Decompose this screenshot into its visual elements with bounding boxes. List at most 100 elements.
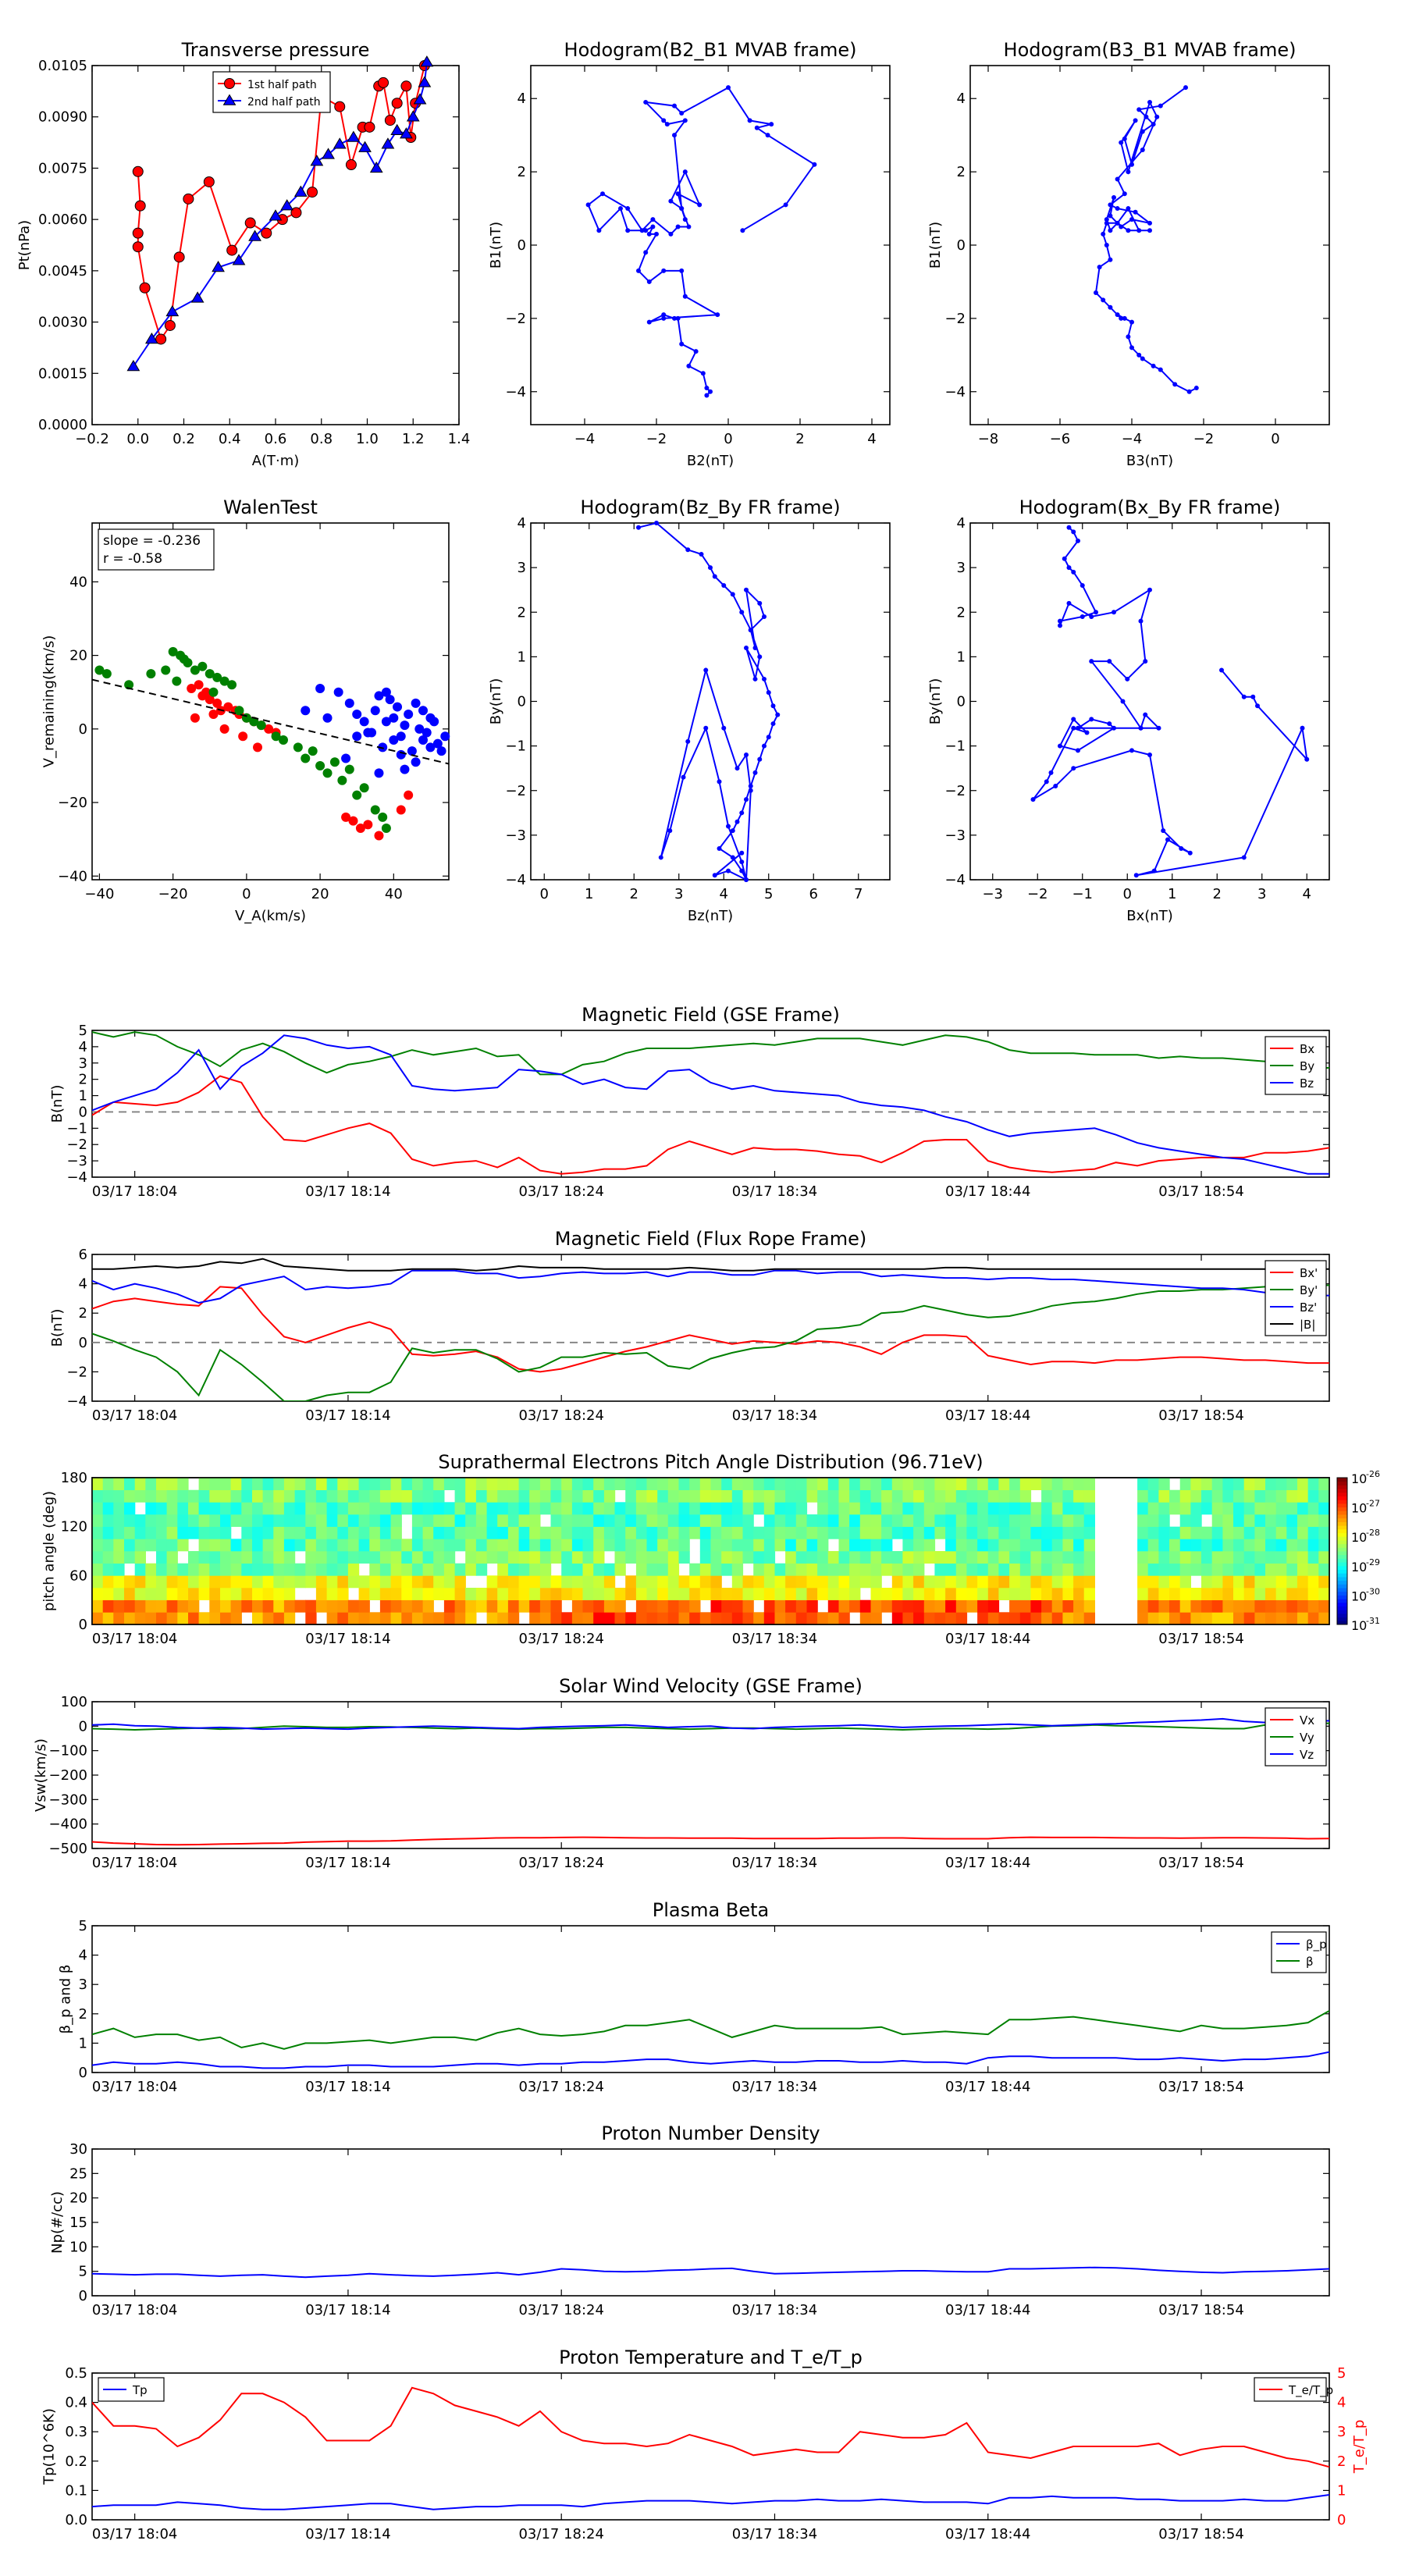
heatmap-cell xyxy=(945,1588,957,1600)
heatmap-cell xyxy=(785,1551,797,1564)
heatmap-cell xyxy=(369,1563,381,1576)
data-point xyxy=(1108,257,1113,262)
heatmap-cell xyxy=(710,1599,722,1613)
heatmap-cell xyxy=(102,1526,114,1539)
heatmap-cell xyxy=(977,1612,989,1625)
heatmap-cell xyxy=(593,1526,605,1539)
heatmap-cell xyxy=(1222,1526,1234,1539)
heatmap-cell xyxy=(422,1478,434,1490)
data-point xyxy=(735,766,740,771)
heatmap-cell xyxy=(838,1539,850,1552)
heatmap-cell xyxy=(337,1599,349,1613)
heatmap-cell xyxy=(390,1478,402,1490)
heatmap-cell xyxy=(198,1502,210,1515)
x-tick-label: 2 xyxy=(630,886,638,902)
heatmap-cell xyxy=(1307,1502,1319,1515)
heatmap-cell xyxy=(742,1526,754,1539)
data-point xyxy=(1112,194,1116,200)
data-point xyxy=(132,241,144,253)
heatmap-cell xyxy=(401,1612,413,1625)
heatmap-cell xyxy=(1222,1588,1234,1600)
heatmap-cell xyxy=(369,1588,381,1600)
series-line-vx xyxy=(92,1836,1329,1846)
series-line-bz xyxy=(92,1269,1329,1304)
y-axis-label: B1(nT) xyxy=(488,222,504,269)
heatmap-cell xyxy=(603,1539,616,1552)
heatmap-cell xyxy=(475,1514,488,1527)
heatmap-cell xyxy=(923,1526,936,1539)
heatmap-cell xyxy=(422,1539,434,1552)
x-tick-label: 03/17 18:44 xyxy=(945,1855,1030,1871)
heatmap-cell xyxy=(369,1478,381,1490)
heatmap-cell xyxy=(1265,1478,1277,1490)
data-point xyxy=(748,788,753,793)
heatmap-cell xyxy=(241,1588,253,1600)
heatmap-cell xyxy=(188,1514,200,1527)
heatmap-cell xyxy=(188,1551,200,1564)
series-line-vy xyxy=(92,1722,1329,1731)
y-tick-label: 0.0000 xyxy=(38,417,87,433)
heatmap-cell xyxy=(571,1539,584,1552)
heatmap-cell xyxy=(1158,1539,1170,1552)
data-point xyxy=(675,224,681,229)
heatmap-cell xyxy=(198,1551,210,1564)
heatmap-cell xyxy=(667,1563,680,1576)
heatmap-cell xyxy=(1147,1526,1159,1539)
heatmap-cell xyxy=(1169,1588,1181,1600)
data-point xyxy=(1179,846,1184,852)
heatmap-cell xyxy=(1233,1563,1245,1576)
heatmap-cell xyxy=(347,1551,360,1564)
x-tick-label: 03/17 18:04 xyxy=(92,2079,177,2095)
data-point xyxy=(132,227,144,239)
heatmap-cell xyxy=(678,1588,690,1600)
heatmap-cell xyxy=(955,1612,968,1625)
heatmap-cell xyxy=(443,1478,456,1490)
y-tick-label: 0.0075 xyxy=(38,160,87,176)
heatmap-cell xyxy=(390,1539,402,1552)
heatmap-cell xyxy=(763,1478,776,1490)
x-tick-label: 03/17 18:14 xyxy=(305,2302,390,2318)
data-point xyxy=(1133,873,1139,878)
heatmap-cell xyxy=(1211,1526,1223,1539)
heatmap-cell xyxy=(220,1502,232,1515)
y-tick-label: 0.3 xyxy=(65,2424,87,2440)
data-point xyxy=(693,349,699,354)
data-point xyxy=(1058,743,1062,749)
heatmap-cell xyxy=(1009,1599,1021,1613)
data-point xyxy=(1107,721,1112,727)
heatmap-cell xyxy=(198,1478,210,1490)
scatter-point xyxy=(436,746,446,756)
heatmap-cell xyxy=(422,1502,434,1515)
heatmap-cell xyxy=(987,1489,1000,1503)
data-point xyxy=(1101,231,1106,237)
scatter-point xyxy=(197,661,208,671)
heatmap-cell xyxy=(923,1612,936,1625)
heatmap-cell xyxy=(902,1526,914,1539)
x-tick-label: 03/17 18:24 xyxy=(518,1407,603,1424)
heatmap-cell xyxy=(806,1526,818,1539)
heatmap-cell xyxy=(763,1539,776,1552)
colorbar-tick: 10-28 xyxy=(1351,1528,1380,1545)
heatmap-cell xyxy=(667,1514,680,1527)
heatmap-cell xyxy=(411,1478,424,1490)
heatmap-cell xyxy=(156,1551,168,1564)
heatmap-cell xyxy=(646,1575,658,1589)
data-point xyxy=(139,282,151,294)
colorbar-segment xyxy=(1337,1485,1347,1489)
heatmap-cell xyxy=(1137,1599,1149,1613)
x-tick-label: 03/17 18:54 xyxy=(1158,1407,1243,1424)
scatter-point xyxy=(219,724,229,734)
heatmap-cell xyxy=(603,1514,616,1527)
heatmap-cell xyxy=(902,1588,914,1600)
heatmap-cell xyxy=(561,1563,573,1576)
data-point xyxy=(1058,623,1062,628)
y-tick-label: −200 xyxy=(49,1767,87,1784)
y-tick-label: 4 xyxy=(518,91,526,107)
scatter-point xyxy=(404,709,414,719)
x-tick-label: −2 xyxy=(1193,431,1215,447)
heatmap-cell xyxy=(625,1502,637,1515)
x-tick-label: 1.4 xyxy=(448,431,471,447)
heatmap-cell xyxy=(1254,1478,1266,1490)
heatmap-cell xyxy=(507,1599,520,1613)
